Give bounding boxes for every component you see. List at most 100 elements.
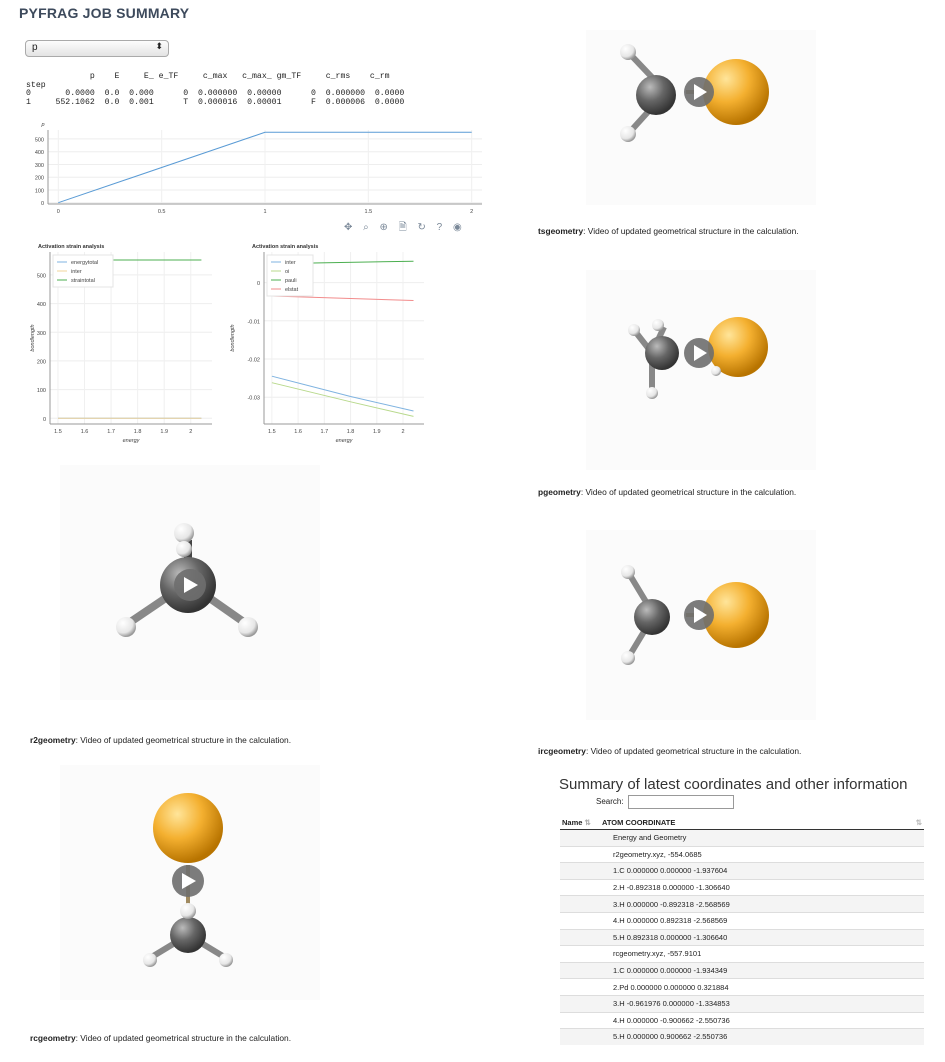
x-tick-label: 1.7 <box>107 429 115 435</box>
y-tick-label: 100 <box>35 188 44 194</box>
hydrogen-atom <box>116 617 136 637</box>
y-tick-label: 0 <box>43 417 46 423</box>
table-row: 5.H 0.892318 0.000000 -1.306640 <box>560 928 924 946</box>
x-tick-label: 0.5 <box>158 209 166 215</box>
table-row: r2geometry.xyz, -554.0685 <box>560 845 924 863</box>
coordinate-cell: 3.H 0.000000 -0.892318 -2.568569 <box>560 895 924 913</box>
video-r2geometry[interactable] <box>60 465 320 700</box>
table-row: 4.H 0.000000 0.892318 -2.568569 <box>560 911 924 930</box>
coordinate-cell: rcgeometry.xyz, -557.9101 <box>560 945 924 963</box>
y-tick-label: 0 <box>257 281 260 287</box>
column-select[interactable]: p ⬍ <box>25 40 169 57</box>
coordinate-cell: 5.H 0.000000 0.900662 -2.550736 <box>560 1028 924 1045</box>
legend-label: inter <box>71 269 82 275</box>
coordinate-cell: r2geometry.xyz, -554.0685 <box>560 845 924 863</box>
hydrogen-atom <box>143 953 157 967</box>
table-row: 3.H -0.961976 0.000000 -1.334853 <box>560 994 924 1013</box>
legend-label: energytotal <box>71 260 98 266</box>
coordinate-cell: 4.H 0.000000 0.892318 -2.568569 <box>560 911 924 930</box>
x-tick-label: 1 <box>263 209 266 215</box>
chart-title: Activation strain analysis <box>38 244 104 250</box>
strain-decomposition-chart[interactable]: 0 -0.01 -0.02 -0.03 1.5 1.6 1.7 1.8 1.9 2 Activati… <box>230 240 430 452</box>
sort-icon: ⇅ <box>584 817 591 827</box>
coordinate-cell: 1.C 0.000000 0.000000 -1.934349 <box>560 961 924 979</box>
y-axis-label: bondlength <box>230 324 236 351</box>
legend-label: inter <box>285 260 296 266</box>
table-row: 1.C 0.000000 0.000000 -1.937604 <box>560 862 924 880</box>
hydrogen-atom <box>176 541 192 557</box>
y-tick-label: 0 <box>41 201 44 207</box>
chart-toolbar[interactable]: ✥ ⌕ ⊕ 🗎 ↻ ? ◉ <box>344 222 466 233</box>
hydrogen-atom <box>219 953 233 967</box>
series-line-0 <box>58 131 472 204</box>
hydrogen-atom <box>174 523 194 543</box>
x-tick-label: 1.7 <box>320 429 328 435</box>
video-caption: ircgeometry: Video of updated geometrica… <box>538 746 802 756</box>
table-row: 2.H -0.892318 0.000000 -1.306640 <box>560 878 924 896</box>
video-rcgeometry[interactable] <box>60 765 320 1000</box>
column-header-name[interactable]: Name ⇅ <box>560 815 600 830</box>
x-tick-label: 2 <box>401 429 404 435</box>
video-caption: tsgeometry: Video of updated geometrical… <box>538 226 799 236</box>
series-line-elstat <box>271 295 414 301</box>
legend-label: oi <box>285 269 289 275</box>
video-caption: r2geometry: Video of updated geometrical… <box>30 735 292 745</box>
column-header-coordinate[interactable]: ATOM COORDINATE ⇅ <box>600 815 924 830</box>
y-tick-label: 400 <box>37 302 46 308</box>
x-axis-label: energy <box>123 438 141 444</box>
y-tick-label: 200 <box>35 176 44 182</box>
hydrogen-atom <box>711 366 721 376</box>
video-pgeometry[interactable] <box>586 270 816 470</box>
x-tick-label: 2 <box>189 429 192 435</box>
carbon-atom <box>170 917 206 953</box>
x-tick-label: 1.9 <box>373 429 381 435</box>
table-row: rcgeometry.xyz, -557.9101 <box>560 945 924 963</box>
table-row: 1.C 0.000000 0.000000 -1.934349 <box>560 961 924 979</box>
video-caption: pgeometry: Video of updated geometrical … <box>538 487 797 497</box>
x-tick-label: 1.6 <box>81 429 89 435</box>
palladium-atom <box>153 793 223 863</box>
hydrogen-atom <box>620 44 636 60</box>
select-arrow-icon: ⬍ <box>155 41 163 51</box>
p-line-chart[interactable]: 0 100 200 300 400 500 0 0.5 1 1.5 2 p <box>20 118 492 221</box>
x-tick-label: 1.8 <box>134 429 142 435</box>
palladium-atom <box>708 317 768 377</box>
y-tick-label: -0.03 <box>247 396 260 402</box>
y-axis-label: p <box>40 122 44 128</box>
legend-label: pauli <box>285 278 297 284</box>
legend: inter oi pauli elstat <box>266 254 314 297</box>
x-tick-label: 0 <box>57 209 60 215</box>
search-label: Search: <box>596 797 624 806</box>
y-tick-label: -0.02 <box>247 358 260 364</box>
palladium-atom <box>703 59 769 125</box>
x-tick-label: 1.5 <box>268 429 276 435</box>
table-row: 3.H 0.000000 -0.892318 -2.568569 <box>560 895 924 913</box>
strain-total-chart[interactable]: 0 100 200 300 400 500 1.5 1.6 1.7 1.8 1.9 2 Activati… <box>30 240 220 452</box>
hydrogen-atom <box>180 903 196 919</box>
hydrogen-atom <box>628 324 640 336</box>
y-tick-label: 500 <box>37 273 46 279</box>
coordinate-cell: Energy and Geometry <box>560 829 924 847</box>
x-axis-label: energy <box>336 438 354 444</box>
hydrogen-atom <box>621 651 635 665</box>
video-ircgeometry[interactable] <box>586 530 816 720</box>
coordinates-table: Name ⇅ ATOM COORDINATE ⇅ Energy and Geome… <box>560 815 924 1045</box>
palladium-atom <box>703 582 769 648</box>
table-row: 4.H 0.000000 -0.900662 -2.550736 <box>560 1011 924 1029</box>
legend: energytotal inter straintotal <box>52 254 114 288</box>
coordinate-cell: 2.H -0.892318 0.000000 -1.306640 <box>560 878 924 896</box>
hydrogen-atom <box>238 617 258 637</box>
search-input[interactable] <box>628 795 734 809</box>
table-row: 5.H 0.000000 0.900662 -2.550736 <box>560 1028 924 1045</box>
y-tick-label: 300 <box>35 163 44 169</box>
column-select-value: p <box>32 42 38 53</box>
table-row: 2.Pd 0.000000 0.000000 0.321884 <box>560 978 924 996</box>
video-tsgeometry[interactable] <box>586 30 816 205</box>
carbon-atom <box>634 599 670 635</box>
series-line-oi <box>271 382 414 417</box>
carbon-atom <box>636 75 676 115</box>
summary-title: Summary of latest coordinates and other … <box>559 776 908 793</box>
coordinate-cell: 2.Pd 0.000000 0.000000 0.321884 <box>560 978 924 996</box>
x-tick-label: 1.8 <box>347 429 355 435</box>
x-tick-label: 1.6 <box>294 429 302 435</box>
